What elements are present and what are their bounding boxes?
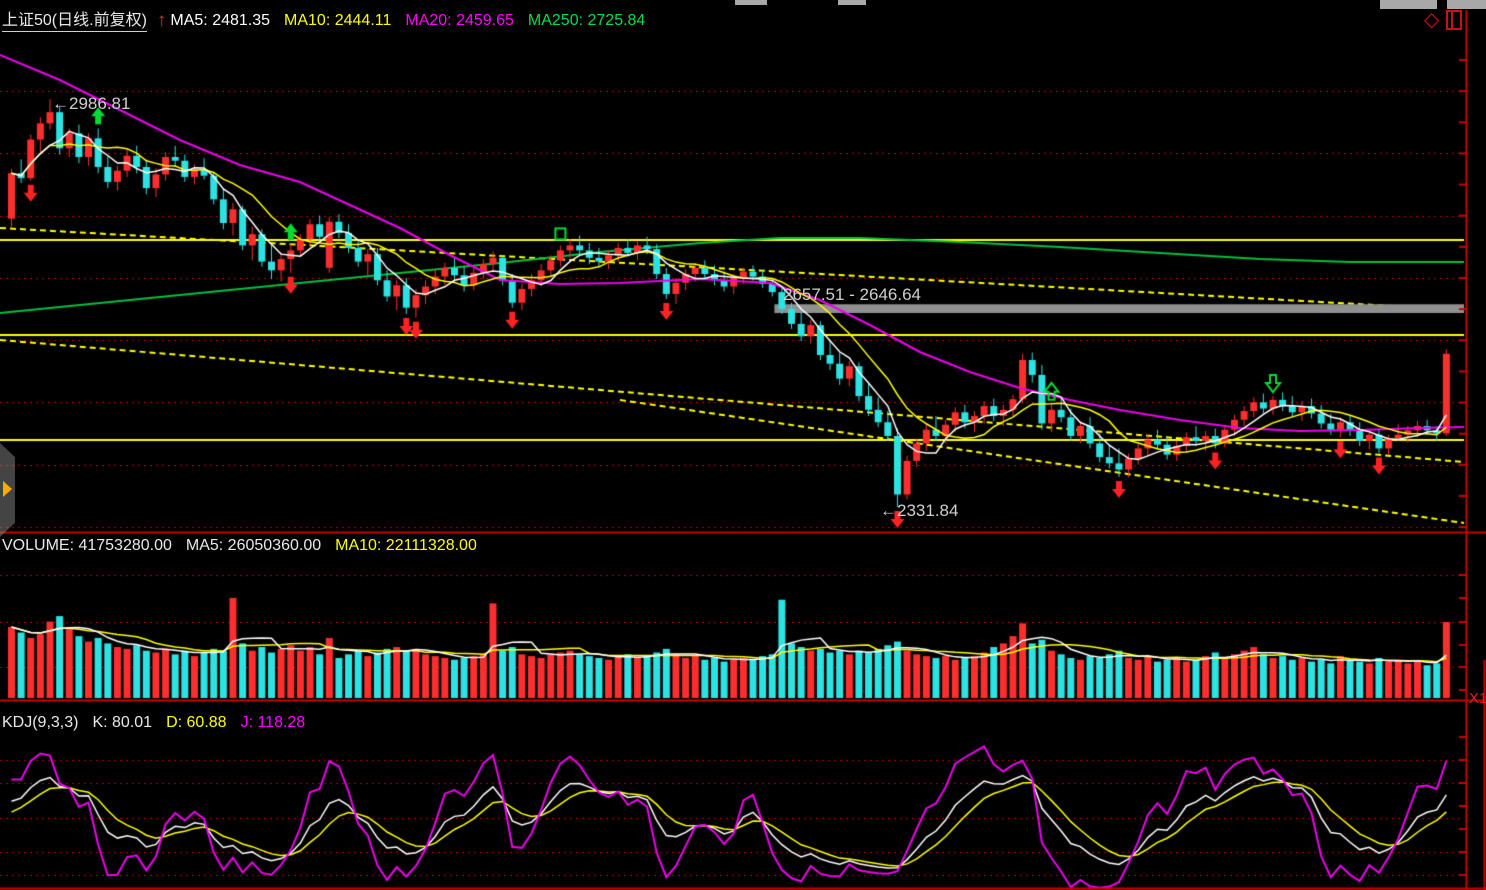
volume-pane[interactable] [0, 533, 1466, 700]
price-annotation: ←2331.84 [880, 501, 959, 520]
kdj-header: KDJ(9,3,3) K: 80.01 D: 60.88 J: 118.28 [2, 714, 319, 732]
chart-toolbar: ◇ [1424, 9, 1463, 31]
volume-ma5-label: MA5: 26050360.00 [185, 537, 322, 554]
volume-value-label: VOLUME: 41753280.00 [2, 537, 172, 554]
kdj-k-label: K: 80.01 [92, 714, 153, 731]
ma20-legend: MA20: 2459.65 [405, 12, 514, 29]
kdj-d-label: D: 60.88 [166, 714, 227, 731]
window-artifact [838, 0, 866, 5]
ma10-legend: MA10: 2444.11 [284, 12, 392, 29]
window-artifact [1447, 0, 1486, 9]
main-price-pane[interactable] [0, 30, 1466, 532]
price-annotation: ←2986.81 [52, 94, 131, 113]
ma5-legend: MA5: 2481.35 [170, 12, 271, 29]
ma250-legend: MA250: 2725.84 [527, 12, 646, 29]
kdj-j-label: J: 118.28 [240, 714, 306, 731]
kdj-params-label: KDJ(9,3,3) [2, 714, 79, 731]
panel-expand-handle[interactable] [0, 443, 15, 537]
period-shortcut-label: X1 [1469, 690, 1486, 707]
diamond-icon[interactable]: ◇ [1424, 9, 1440, 31]
main-chart-header: 上证50(日线.前复权) ↑ MA5: 2481.35 MA10: 2444.1… [2, 6, 645, 32]
volume-header: VOLUME: 41753280.00 MA5: 26050360.00 MA1… [2, 537, 491, 555]
instrument-title[interactable]: 上证50(日线.前复权) [2, 6, 147, 32]
split-window-icon[interactable] [1446, 10, 1463, 30]
price-annotation: 2657.51 - 2646.64 [783, 285, 922, 304]
window-artifact [1380, 0, 1437, 9]
expand-arrow-icon [3, 481, 12, 497]
volume-ma10-label: MA10: 22111328.00 [335, 537, 477, 554]
price-up-arrow-icon: ↑ [156, 10, 167, 31]
window-artifact [735, 0, 767, 5]
